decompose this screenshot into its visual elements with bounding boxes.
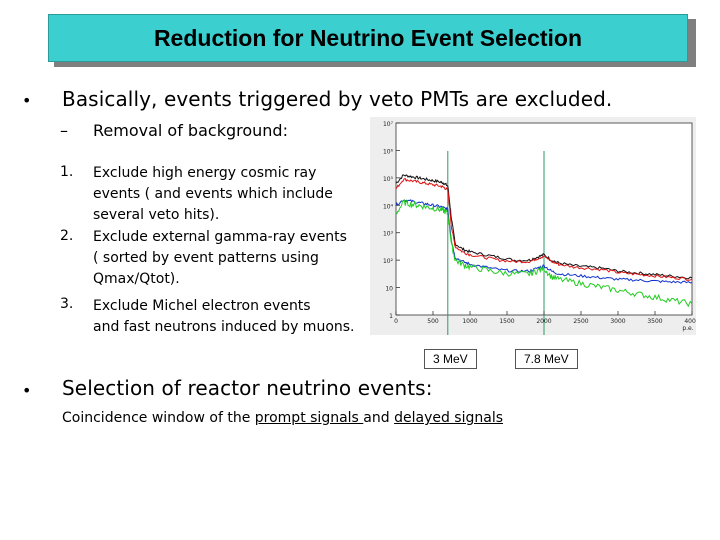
item-3-line-1: Exclude Michel electron events: [93, 298, 311, 314]
y-tick-label: 1: [389, 313, 393, 320]
dash-marker: –: [60, 121, 68, 140]
series-line-michel-excluded: [395, 199, 693, 308]
x-unit-label: p.e.: [682, 325, 693, 332]
y-tick-label: 10²: [383, 258, 394, 265]
coincidence-line: Coincidence window of the prompt signals…: [62, 410, 503, 426]
bullet-selection: Selection of reactor neutrino events:: [62, 376, 433, 400]
series-line-gamma-excluded: [395, 199, 693, 284]
item-3-text: Exclude Michel electron events and fast …: [93, 296, 355, 338]
slide-title: Reduction for Neutrino Event Selection: [153, 24, 583, 51]
marker-3mev: 3 MeV: [424, 349, 477, 369]
energy-spectrum-chart: 1 10 10² 10³ 10⁴ 10⁵ 10⁶ 10⁷ 0 500 1000 1500 2000 250…: [370, 117, 696, 335]
title-box: Reduction for Neutrino Event Selection: [48, 14, 688, 62]
x-tick-label: 0: [394, 318, 398, 325]
item-1-text: Exclude high energy cosmic ray events ( …: [93, 163, 333, 226]
x-tick-label: 1500: [499, 318, 514, 325]
y-tick-label: 10⁷: [383, 121, 394, 128]
series-line-veto-excluded: [395, 178, 693, 281]
y-tick-label: 10⁵: [383, 176, 394, 183]
item-2-line-1: Exclude external gamma-ray events: [93, 229, 347, 245]
item-3-number: 3.: [60, 296, 74, 312]
x-tick-label: 1000: [462, 318, 477, 325]
item-3-line-2: and fast neutrons induced by muons.: [93, 319, 355, 335]
y-tick-label: 10⁴: [383, 203, 394, 210]
x-tick-label: 4000: [684, 318, 696, 325]
item-1-line-2: events ( and events which include: [93, 186, 333, 202]
bullet-basically: Basically, events triggered by veto PMTs…: [62, 87, 613, 111]
item-2-line-3: Qmax/Qtot).: [93, 271, 180, 287]
series-line-all: [395, 174, 693, 280]
y-tick-label: 10³: [383, 231, 394, 238]
prompt-signals: prompt signals: [254, 410, 364, 426]
coincidence-prefix: Coincidence window of the: [62, 410, 255, 426]
removal-heading: Removal of background:: [93, 121, 288, 140]
bullet-marker-1: •: [22, 91, 32, 110]
x-tick-label: 3500: [647, 318, 662, 325]
item-2-text: Exclude external gamma-ray events ( sort…: [93, 227, 347, 290]
delayed-signals: delayed signals: [394, 410, 504, 426]
x-tick-label: 2000: [536, 318, 551, 325]
x-tick-label: 2500: [573, 318, 588, 325]
marker-7-8mev: 7.8 MeV: [515, 349, 578, 369]
x-tick-label: 500: [427, 318, 439, 325]
y-tick-label: 10⁶: [383, 148, 394, 155]
item-2-line-2: ( sorted by event patterns using: [93, 250, 319, 266]
coincidence-and: and: [363, 410, 395, 426]
item-1-line-1: Exclude high energy cosmic ray: [93, 165, 317, 181]
x-tick-label: 3000: [610, 318, 625, 325]
item-1-line-3: several veto hits).: [93, 207, 220, 223]
y-tick-label: 10: [385, 286, 393, 293]
bullet-marker-2: •: [22, 381, 32, 400]
item-2-number: 2.: [60, 228, 74, 244]
item-1-number: 1.: [60, 164, 74, 180]
